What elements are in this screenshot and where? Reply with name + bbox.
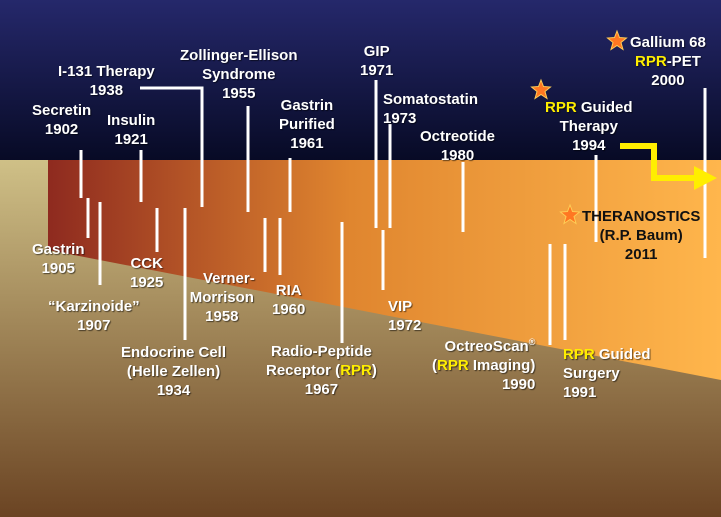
event-insulin: Insulin 1921	[107, 111, 155, 149]
rpr-highlight: RPR	[545, 99, 577, 116]
event-year: 1967	[304, 381, 339, 398]
future-arrow-head	[694, 166, 717, 190]
event-name: RPR Guided	[545, 99, 633, 116]
event-name: VIP	[388, 298, 413, 315]
event-name: GIP	[363, 43, 390, 60]
event-name: Zollinger-Ellison	[180, 47, 298, 64]
event-name-2: Therapy	[559, 118, 618, 135]
event-name: Gallium 68	[630, 34, 706, 51]
event-name-2: Morrison	[189, 289, 254, 306]
star-icon	[606, 29, 628, 51]
event-year: 1973	[383, 110, 417, 127]
event-year: 1934	[156, 382, 191, 399]
event-gip: GIP 1971	[360, 42, 393, 80]
registered-mark: ®	[528, 337, 536, 347]
event-year: 1990	[501, 376, 536, 393]
event-year: 1925	[130, 274, 164, 291]
event-name: “Karzinoide”	[48, 298, 140, 315]
event-rpr-surgery: RPR Guided Surgery 1991	[563, 345, 651, 402]
event-year: 1972	[388, 317, 422, 334]
event-name: Insulin	[107, 112, 156, 129]
event-year: 1905	[41, 260, 75, 277]
event-year: 1955	[222, 85, 256, 102]
event-karzinoide: “Karzinoide” 1907	[48, 297, 140, 335]
event-name-2: Receptor (RPR)	[266, 362, 377, 379]
event-name-2: Surgery	[563, 365, 620, 382]
rpr-highlight: RPR	[635, 53, 667, 70]
event-gastrin-purified: Gastrin Purified 1961	[279, 96, 335, 153]
event-vip: VIP 1972	[388, 297, 421, 335]
event-gastrin: Gastrin 1905	[32, 240, 85, 278]
event-name: Endocrine Cell	[121, 344, 227, 361]
event-octreoscan: OctreoScan® (RPR Imaging) 1990	[432, 337, 535, 394]
event-name: I-131 Therapy	[58, 63, 155, 80]
star-icon	[530, 78, 552, 100]
event-rpr-therapy: RPR Guided Therapy 1994	[545, 98, 633, 155]
star-icon	[559, 203, 581, 225]
event-ria: RIA 1960	[272, 281, 305, 319]
event-year: 1961	[290, 135, 324, 152]
event-name: Verner-	[203, 270, 255, 287]
event-i131: I-131 Therapy 1938	[58, 62, 155, 100]
event-name: Secretin	[32, 102, 92, 119]
future-arrow	[620, 143, 700, 181]
event-name: OctreoScan®	[444, 337, 536, 356]
event-cck: CCK 1925	[130, 254, 163, 292]
event-octreotide: Octreotide 1980	[420, 127, 495, 165]
event-gallium: Gallium 68 RPR-PET 2000	[630, 33, 706, 90]
rpr-highlight: RPR	[340, 362, 372, 379]
event-year: 1921	[114, 131, 148, 148]
event-year: 1971	[360, 62, 394, 79]
event-year: 1938	[89, 82, 124, 99]
event-name: RIA	[275, 282, 302, 299]
event-secretin: Secretin 1902	[32, 101, 91, 139]
event-name: CCK	[130, 255, 163, 272]
event-year: 1991	[563, 384, 597, 401]
event-year: 1994	[572, 137, 606, 154]
event-year: 2000	[651, 72, 685, 89]
event-year: 1902	[44, 121, 79, 138]
event-name: Octreotide	[420, 128, 496, 145]
event-theranostics: THERANOSTICS (R.P. Baum) 2011	[582, 207, 700, 264]
event-endocrine: Endocrine Cell (Helle Zellen) 1934	[121, 343, 226, 400]
event-somatostatin: Somatostatin 1973	[383, 90, 478, 128]
event-name: RPR Guided	[563, 346, 651, 363]
event-name: Radio-Peptide	[271, 343, 372, 360]
event-name: Gastrin	[280, 97, 334, 114]
event-rpr-receptor: Radio-Peptide Receptor (RPR) 1967	[266, 342, 377, 399]
event-name-2: (R.P. Baum)	[599, 227, 683, 244]
event-name-2: (Helle Zellen)	[126, 363, 221, 380]
event-name: Somatostatin	[383, 91, 479, 108]
event-year: 1958	[205, 308, 239, 325]
event-year: 1980	[440, 147, 475, 164]
rpr-highlight: RPR	[437, 357, 469, 374]
event-year: 1907	[77, 317, 111, 334]
event-zollinger: Zollinger-Ellison Syndrome 1955	[180, 46, 298, 103]
tick-group	[79, 80, 707, 345]
event-name: THERANOSTICS	[582, 208, 701, 225]
event-name-2: (RPR Imaging)	[432, 357, 536, 374]
event-year: 2011	[624, 246, 658, 263]
event-verner: Verner- Morrison 1958	[189, 269, 255, 326]
sky-background	[0, 0, 721, 172]
tick-i131	[140, 86, 204, 207]
event-name-2: Purified	[279, 116, 335, 133]
rpr-highlight: RPR	[563, 346, 595, 363]
event-name-2: RPR-PET	[635, 53, 701, 70]
event-name: Gastrin	[32, 241, 85, 258]
event-name-2: Syndrome	[202, 66, 276, 83]
event-year: 1960	[272, 301, 306, 318]
